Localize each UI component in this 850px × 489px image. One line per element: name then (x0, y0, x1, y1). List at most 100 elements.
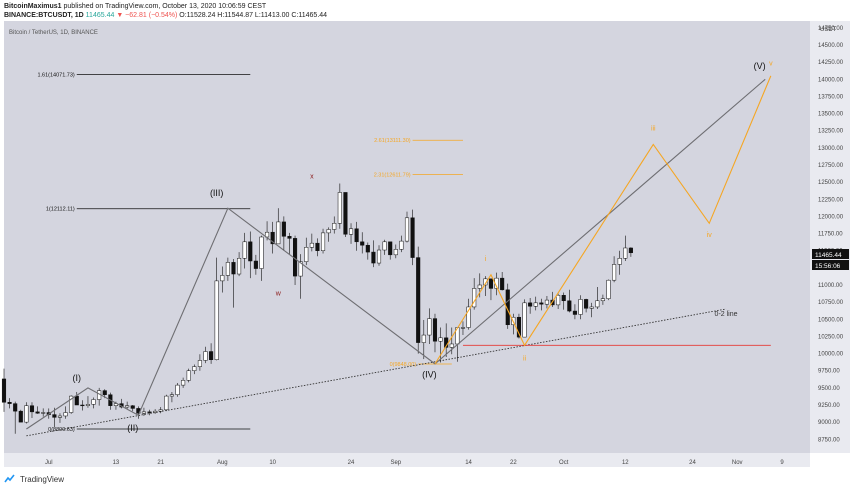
y-tick-label: 13500.00 (818, 112, 844, 118)
y-tick-label: 14000.00 (818, 77, 844, 83)
candle-body (153, 410, 158, 413)
y-tick-label: 8750.00 (818, 437, 840, 443)
candle-body (69, 395, 74, 413)
price-axis[interactable] (810, 21, 850, 453)
x-tick-label: 9 (780, 460, 784, 466)
candle-body (18, 410, 23, 423)
candle-body (376, 249, 382, 264)
candle-body (449, 343, 454, 348)
candle-body (393, 249, 398, 256)
candle-body (606, 279, 611, 299)
candle-body (483, 278, 488, 286)
y-tick-label: 13750.00 (818, 94, 844, 100)
candle-body (209, 351, 214, 360)
y-tick-label: 9750.00 (818, 369, 840, 375)
candle-body (326, 229, 331, 234)
candle-body (220, 275, 225, 282)
fib-label: 0(9848.00) (390, 362, 417, 368)
y-tick-label: 11000.00 (818, 283, 843, 289)
wave-label: x (310, 174, 314, 181)
candle-body (63, 412, 68, 417)
candle-body (477, 284, 482, 289)
candle-body (567, 300, 572, 312)
footer-brand[interactable]: TradingView (20, 474, 65, 484)
candle-body (29, 405, 35, 413)
candle-body (1, 378, 7, 403)
candle-body (360, 241, 365, 246)
countdown-value: 15:56:06 (815, 263, 841, 270)
candle-body (600, 298, 605, 302)
candle-body (57, 415, 63, 418)
candle-body (584, 299, 589, 309)
candle-body (158, 409, 163, 412)
candle-body (225, 262, 230, 276)
fib-levels: 1.61(14071.73) 1(12112.11) 0(8899.63) 2.61(… (37, 72, 463, 433)
candle-body (539, 302, 544, 305)
candle-body (52, 414, 57, 418)
candle-body (248, 241, 253, 262)
price-tag-value: 11465.44 (815, 252, 842, 259)
candle-body (516, 316, 521, 338)
candle-body (595, 300, 600, 308)
wave-label: (II) (127, 423, 138, 433)
fib-label: 0(8899.63) (48, 427, 75, 433)
x-tick-label: 24 (348, 460, 355, 466)
x-tick-label: 14 (465, 460, 472, 466)
y-tick-label: 14750.00 (818, 26, 844, 32)
symbol-label: BINANCE:BTCUSDT, 1D (4, 12, 84, 19)
trendlines (26, 308, 771, 437)
candle-body (388, 241, 393, 256)
footer: TradingView (4, 474, 64, 484)
y-tick-label: 10500.00 (818, 317, 844, 323)
candle-body (164, 395, 169, 411)
x-tick-label: 13 (113, 460, 120, 466)
candle-body (24, 405, 29, 423)
x-tick-label: 21 (157, 460, 164, 466)
x-tick-label: 10 (269, 460, 276, 466)
wave-label: iv (707, 232, 713, 239)
wave-label: (V) (754, 61, 766, 71)
y-axis-ticks: 8750.00 9000.00 9250.00 9500.00 9750.00 10000… (818, 26, 844, 443)
candle-body (7, 402, 12, 404)
zero-two-line (26, 308, 727, 437)
candle-body (382, 241, 387, 251)
candle-body (623, 247, 628, 259)
time-axis[interactable] (4, 453, 810, 467)
candle-body (589, 306, 594, 309)
y-tick-label: 10250.00 (818, 334, 844, 340)
wave-label: i (485, 256, 487, 263)
candle-body (85, 404, 91, 406)
fib-label: 1(12112.11) (46, 207, 75, 213)
x-tick-label: Oct (559, 460, 569, 466)
candle-body (332, 223, 337, 230)
publish-line: BitcoinMaximus1 published on TradingView… (4, 2, 327, 11)
candle-body (125, 405, 130, 408)
candle-body (572, 310, 577, 315)
candle-body (80, 404, 85, 407)
candle-body (556, 295, 561, 306)
y-tick-label: 12000.00 (818, 214, 844, 220)
author-name[interactable]: BitcoinMaximus1 (4, 3, 62, 10)
candle-body (35, 411, 40, 414)
wave-label: (IV) (422, 370, 437, 380)
candle-body (270, 231, 275, 245)
candle-body (421, 334, 426, 343)
fib-label: 2.61(13111.30) (374, 138, 411, 144)
candle-body (41, 412, 46, 414)
candle-body (617, 258, 622, 265)
candle-body (276, 221, 281, 245)
candle-body (130, 405, 135, 409)
candle-body (242, 241, 247, 259)
y-tick-label: 14250.00 (818, 60, 844, 66)
x-tick-label: 12 (622, 460, 629, 466)
candle-body (315, 242, 320, 251)
y-tick-label: 13250.00 (818, 129, 844, 135)
x-axis-ticks: Jul 13 21 Aug 10 24 Sep 14 22 Oct 12 24 Nov 9 (45, 460, 784, 466)
candle-body (181, 380, 186, 386)
candle-body (354, 228, 359, 243)
candle-body (175, 384, 180, 395)
candle-body (298, 261, 303, 277)
candle-body (197, 360, 202, 367)
candle-body (427, 318, 432, 336)
